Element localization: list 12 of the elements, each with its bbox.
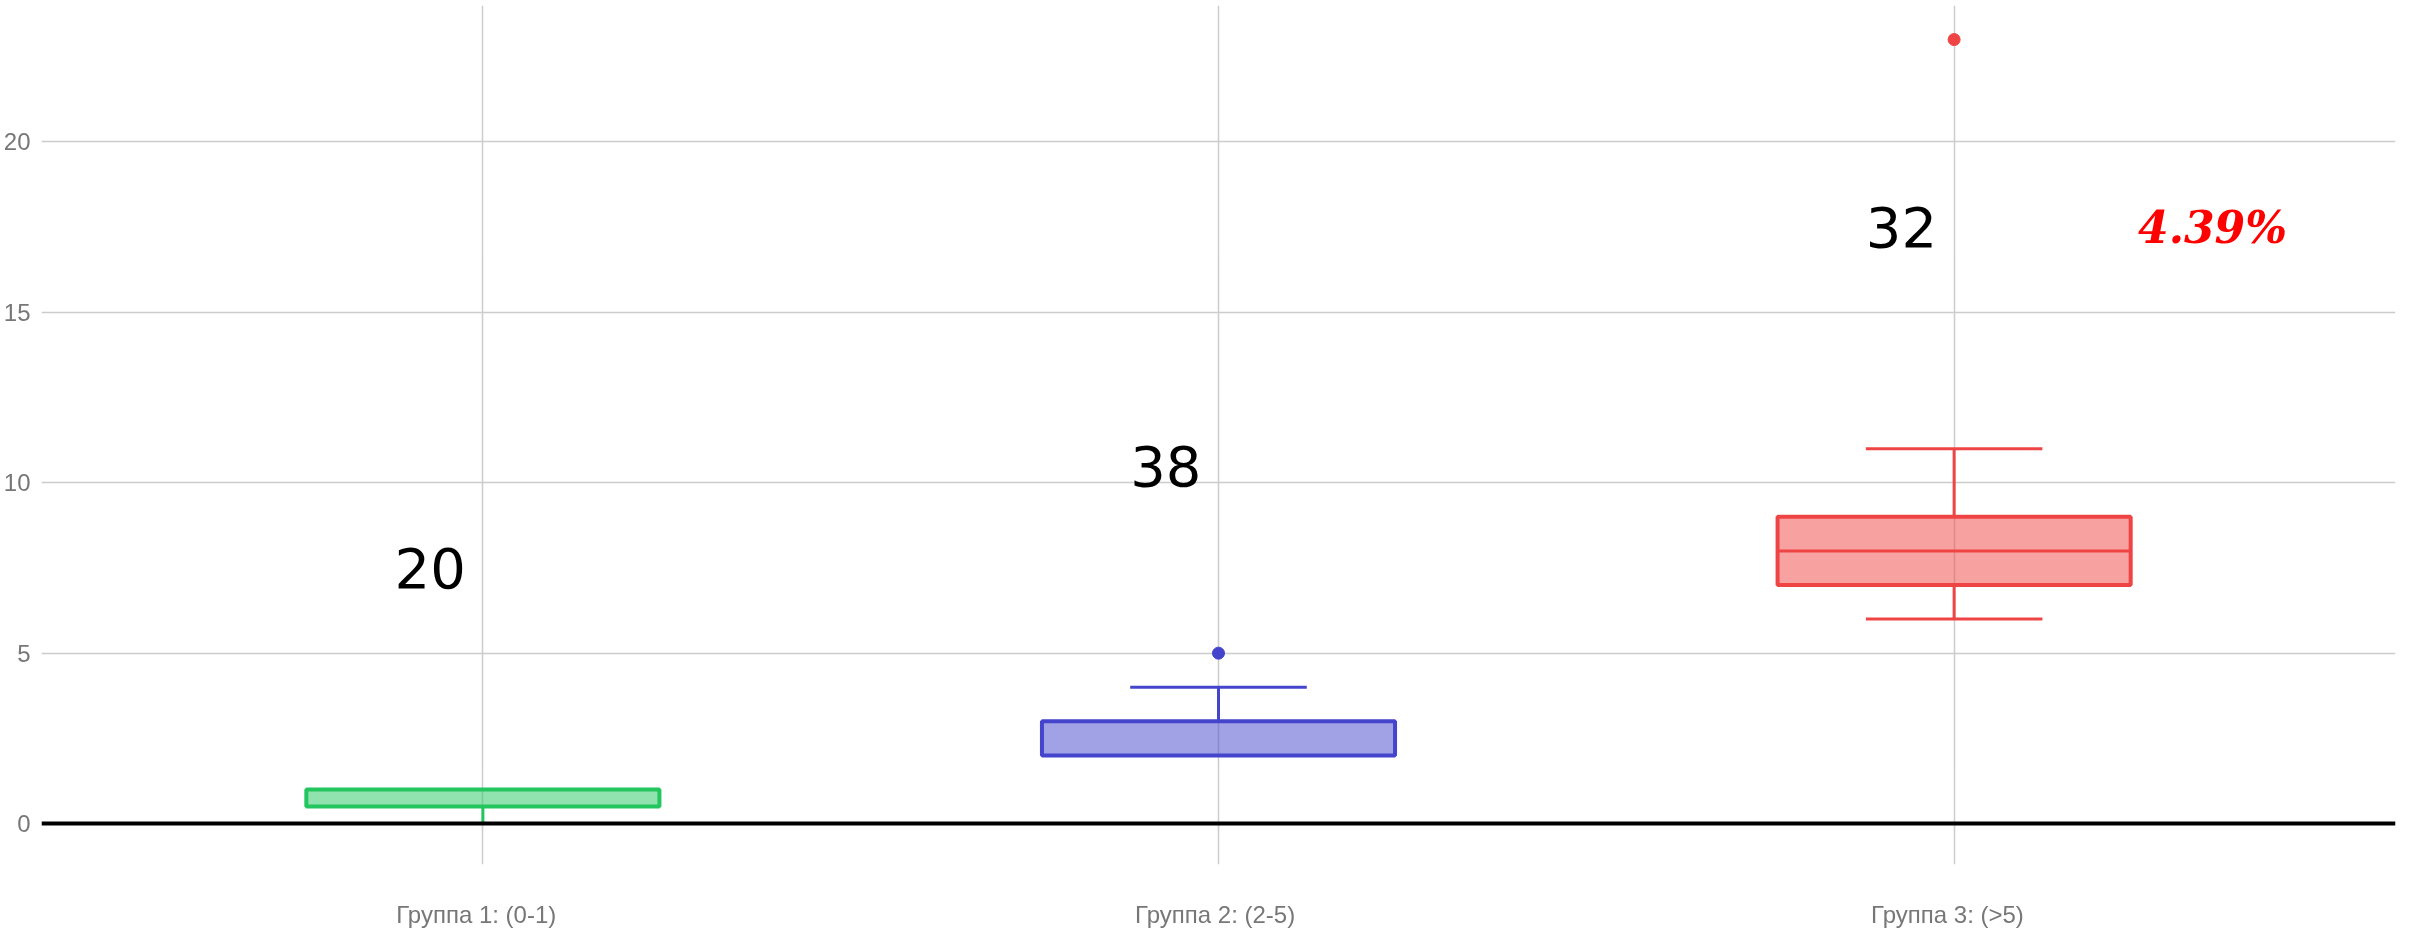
x-tick-label: Группа 1: (0-1) [396, 900, 557, 928]
y-tick-label: 15 [3, 298, 31, 326]
y-tick-label: 20 [3, 128, 31, 156]
x-tick-label: Группа 3: (>5) [1871, 900, 2024, 928]
annotation: 20 [394, 535, 466, 601]
annotation: 32 [1865, 195, 1938, 261]
y-tick-label: 10 [3, 469, 31, 497]
y-tick-label: 5 [17, 639, 31, 667]
annotation: 4.39% [2138, 201, 2288, 253]
annotation: 38 [1130, 433, 1202, 499]
y-tick-label: 0 [17, 810, 31, 838]
x-tick-label: Группа 2: (2-5) [1135, 900, 1296, 928]
